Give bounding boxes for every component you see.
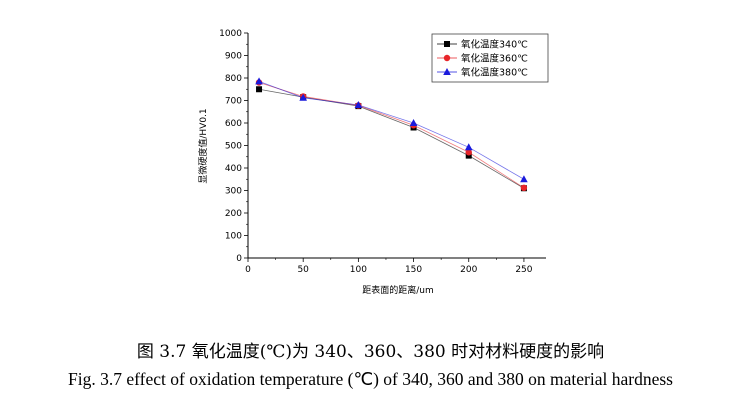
legend-marker	[443, 54, 451, 62]
legend-label: 氧化温度340℃	[461, 39, 528, 51]
data-point	[520, 175, 528, 183]
y-axis-label: 显微硬度值/HV0.1	[197, 108, 209, 183]
legend-label: 氧化温度360℃	[461, 53, 528, 65]
data-point	[465, 149, 472, 156]
y-tick-label: 500	[225, 142, 242, 152]
y-tick-label: 0	[236, 254, 242, 264]
legend-label: 氧化温度380℃	[461, 67, 528, 79]
figure-caption-chinese: 图 3.7 氧化温度(℃)为 340、360、380 时对材料硬度的影响	[136, 342, 605, 362]
series-line	[258, 88, 525, 189]
y-tick-label: 400	[225, 164, 242, 174]
data-point	[465, 152, 472, 159]
data-point	[256, 86, 263, 93]
x-tick-label: 150	[405, 265, 422, 275]
x-tick-label: 200	[460, 265, 477, 275]
legend-marker	[443, 68, 451, 75]
x-tick-label: 50	[297, 265, 309, 275]
y-tick-label: 300	[225, 187, 242, 197]
data-point	[464, 143, 473, 151]
y-tick-label: 600	[225, 119, 242, 129]
x-tick-label: 250	[515, 265, 532, 275]
data-point	[520, 184, 528, 191]
x-tick-label: 0	[245, 265, 251, 275]
series-line	[258, 81, 525, 180]
y-tick-label: 200	[225, 209, 242, 219]
chart-legend: 氧化温度340℃ 氧化温度360℃ 氧化温度380℃	[431, 33, 549, 83]
chart-series	[255, 77, 528, 192]
y-tick-label: 1000	[219, 29, 242, 39]
series-1	[256, 86, 527, 192]
legend-marker	[444, 41, 450, 47]
x-tick-label: 100	[350, 265, 367, 275]
data-point	[409, 119, 418, 126]
figure-caption-english: Fig. 3.7 effect of oxidation temperature…	[68, 369, 673, 389]
y-tick-label: 800	[225, 74, 242, 84]
hardness-line-chart: 0 100 200 300 400 500 600 700 800 900 1000 0 50 100 15…	[197, 29, 549, 296]
chart-ticks: 0 100 200 300 400 500 600 700 800 900 1000 0 50 100 15…	[219, 29, 533, 275]
y-tick-label: 900	[225, 52, 242, 62]
series-3	[255, 77, 528, 183]
x-axis-label: 距表面的距离/um	[362, 284, 434, 296]
y-tick-label: 100	[225, 232, 242, 242]
data-point	[354, 101, 363, 108]
data-point	[255, 77, 263, 85]
y-tick-label: 700	[225, 97, 242, 107]
data-point	[299, 93, 307, 101]
series-line	[258, 82, 525, 189]
